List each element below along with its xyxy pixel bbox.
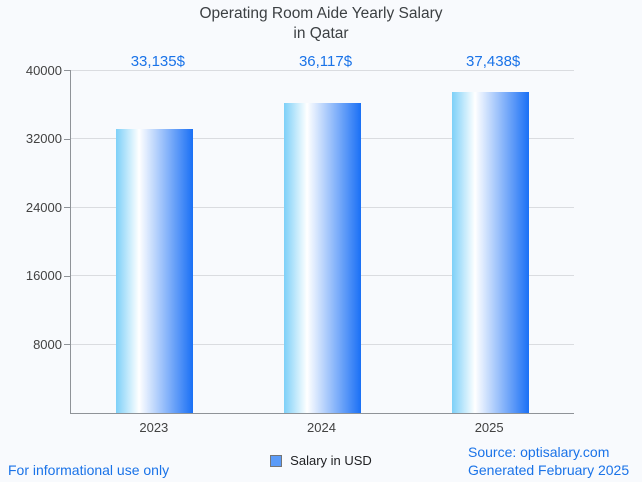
source-block: Source: optisalary.com Generated Februar… (468, 443, 629, 479)
bar-2025[interactable] (451, 92, 529, 413)
y-tick-label: 32000 (25, 131, 62, 147)
y-tick-label: 8000 (33, 336, 62, 352)
x-tick-label: 2024 (307, 420, 336, 435)
bar-2023[interactable] (116, 129, 194, 413)
bar-value-label: 37,438$ (466, 53, 521, 70)
legend-label: Salary in USD (290, 453, 372, 468)
y-tick-label: 16000 (25, 268, 62, 284)
plot-area (70, 69, 574, 414)
y-tick-label: 40000 (25, 62, 62, 78)
legend-swatch-icon (270, 454, 283, 467)
y-tick-mark (64, 344, 70, 346)
y-tick-mark (64, 275, 70, 277)
source-text: Source: optisalary.com (468, 444, 610, 460)
generated-text: Generated February 2025 (468, 462, 630, 478)
bar-value-label: 33,135$ (130, 53, 185, 70)
chart-title-line1: Operating Room Aide Yearly Salary (199, 5, 443, 22)
legend[interactable]: Salary in USD (0, 453, 642, 468)
bar-value-label: 36,117$ (298, 53, 353, 70)
chart-title-line2: in Qatar (293, 25, 349, 42)
x-tick-label: 2023 (139, 420, 169, 435)
x-tick-label: 2025 (474, 420, 504, 435)
y-tick-mark (64, 70, 70, 71)
disclaimer-text: For informational use only (8, 462, 170, 478)
y-tick-mark (64, 207, 70, 209)
y-tick-mark (64, 138, 70, 140)
bar-2024[interactable] (284, 103, 361, 413)
gridline (71, 69, 574, 71)
chart-title: Operating Room Aide Yearly Salary in Qat… (0, 4, 642, 44)
y-tick-label: 24000 (25, 199, 62, 215)
